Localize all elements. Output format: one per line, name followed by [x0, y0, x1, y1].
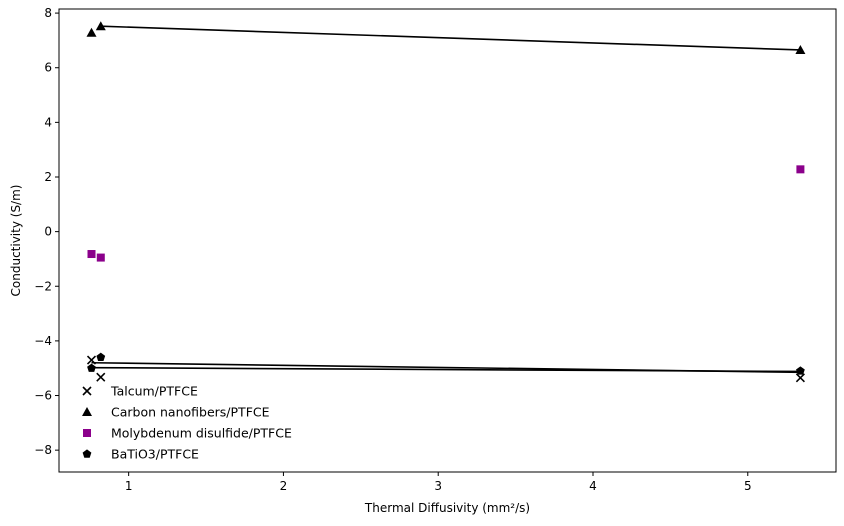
data-point-series-0	[795, 373, 805, 383]
legend-marker-1	[82, 407, 92, 416]
legend-label: Molybdenum disulfide/PTFCE	[111, 426, 292, 441]
data-point-series-2	[96, 253, 105, 262]
plot-area-frame	[58, 8, 837, 473]
data-point-series-1	[795, 44, 806, 54]
legend-marker-3	[82, 449, 92, 458]
y-tick-label: 8	[44, 6, 52, 20]
x-tick-label: 4	[589, 479, 597, 493]
y-tick-label: 2	[44, 170, 52, 184]
data-point-series-2	[796, 165, 805, 174]
y-tick-label: −6	[34, 389, 52, 403]
y-tick-label: 6	[44, 61, 52, 75]
x-tick-label: 5	[744, 479, 752, 493]
x-tick-label: 1	[125, 479, 133, 493]
fit-line-series-3	[91, 366, 801, 373]
data-point-series-2	[87, 250, 96, 259]
legend-marker-0	[82, 386, 92, 396]
y-tick-label: 0	[44, 225, 52, 239]
x-axis: 1 2 3 4 5	[125, 472, 752, 493]
y-tick-label: 4	[44, 115, 52, 129]
legend-label: BaTiO3/PTFCE	[111, 447, 199, 462]
data-point-series-3	[96, 352, 106, 361]
data-point-series-0	[86, 355, 97, 365]
y-axis: −8 −6 −4 −2 0 2 4 6 8	[34, 6, 59, 457]
legend-label: Talcum/PTFCE	[110, 384, 198, 399]
legend-label: Carbon nanofibers/PTFCE	[111, 405, 270, 420]
data-point-series-1	[95, 21, 106, 31]
data-point-series-3	[87, 363, 96, 372]
data-point-series-3	[796, 366, 805, 375]
x-tick-label: 3	[434, 479, 442, 493]
x-tick-label: 2	[280, 479, 288, 493]
y-tick-label: −4	[34, 334, 52, 348]
legend: Talcum/PTFCE Carbon nanofibers/PTFCE Molyb…	[82, 384, 292, 462]
data-point-series-1	[86, 27, 97, 37]
fit-lines	[91, 25, 801, 374]
data-point-series-0	[96, 372, 106, 382]
x-axis-title: Thermal Diffusivity (mm²/s)	[364, 501, 530, 515]
y-tick-label: −2	[34, 279, 52, 293]
y-tick-label: −8	[34, 443, 52, 457]
y-axis-title: Conductivity (S/m)	[9, 185, 23, 297]
legend-marker-2	[83, 429, 91, 437]
data-markers	[86, 21, 806, 383]
fit-line-series-1	[100, 25, 801, 51]
